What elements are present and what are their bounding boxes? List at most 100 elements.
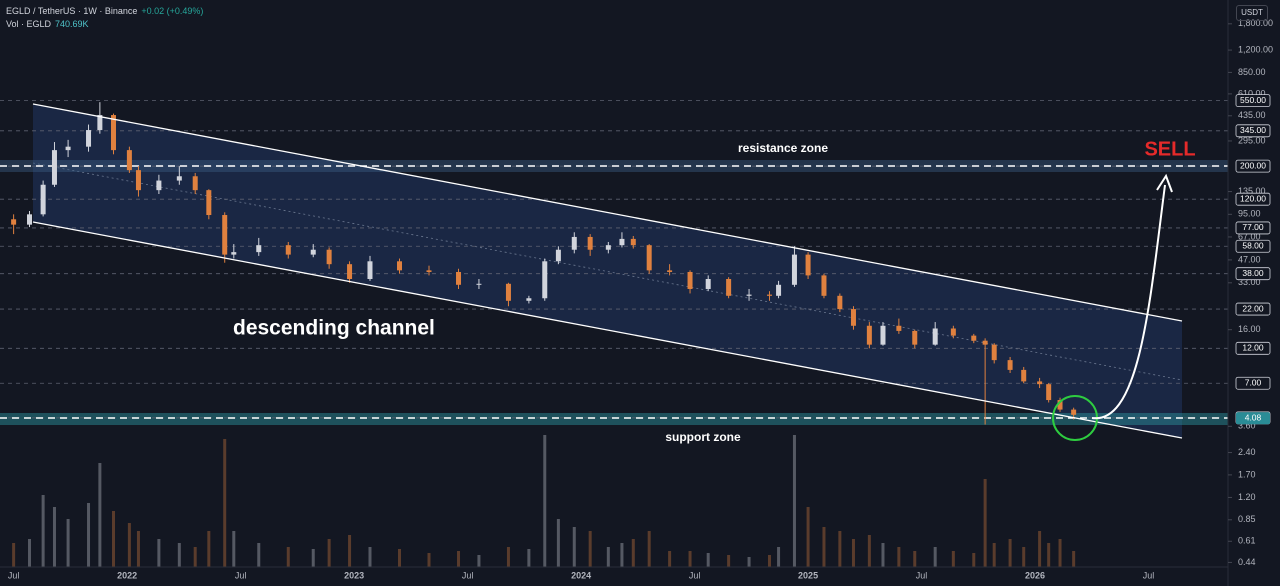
candle-body bbox=[27, 214, 33, 225]
volume-bar bbox=[806, 507, 810, 567]
candle-body bbox=[866, 325, 872, 345]
candle-body bbox=[991, 344, 997, 361]
channel-upper bbox=[32, 103, 1183, 322]
candle-body bbox=[476, 283, 482, 285]
volume-bar bbox=[1022, 547, 1026, 567]
volume-bar bbox=[913, 551, 917, 567]
y-tick-label: 1,800.00 bbox=[1238, 18, 1273, 28]
volume-bar bbox=[397, 549, 401, 567]
volume-bar bbox=[1038, 531, 1042, 567]
volume-bar bbox=[897, 547, 901, 567]
candle-body bbox=[110, 115, 116, 151]
y-tick-label: 295.00 bbox=[1238, 135, 1266, 145]
projection-arrow bbox=[1091, 184, 1166, 420]
volume-bar bbox=[177, 543, 181, 567]
candle-body bbox=[571, 236, 577, 250]
volume-bar bbox=[822, 527, 826, 567]
arrow-head bbox=[1156, 173, 1173, 193]
candle-body bbox=[222, 215, 228, 255]
volume-bar bbox=[87, 503, 91, 567]
candle-body bbox=[746, 294, 752, 296]
candle-body bbox=[206, 190, 212, 216]
candle-body bbox=[982, 340, 988, 345]
volume-bar bbox=[572, 527, 576, 567]
candle-body bbox=[86, 130, 92, 147]
level-box bbox=[1235, 341, 1271, 355]
candle-body bbox=[805, 254, 811, 276]
volume-bar bbox=[257, 543, 261, 567]
volume-bar bbox=[838, 531, 842, 567]
y-tick-label: 67.00 bbox=[1238, 231, 1261, 241]
symbol-line: EGLD / TetherUS · 1W · Binance +0.02 (+0.… bbox=[6, 6, 207, 16]
candle-body bbox=[776, 284, 782, 296]
candle-body bbox=[1071, 409, 1077, 415]
level-label: 58.00 bbox=[1242, 241, 1264, 251]
level-box bbox=[1235, 267, 1271, 281]
candle-body bbox=[135, 170, 141, 191]
volume-bar bbox=[727, 555, 731, 567]
volume-bar bbox=[157, 539, 161, 567]
volume-bar bbox=[311, 549, 315, 567]
volume-line: Vol · EGLD 740.69K bbox=[6, 19, 93, 29]
y-tick-label: 1.70 bbox=[1238, 469, 1256, 479]
volume-bar bbox=[933, 547, 937, 567]
volume-bar bbox=[543, 435, 547, 567]
level-label: 200.00 bbox=[1240, 160, 1266, 170]
volume-bar bbox=[193, 547, 197, 567]
volume-bar bbox=[66, 519, 70, 567]
candle-body bbox=[505, 283, 511, 301]
candle-body bbox=[285, 245, 291, 255]
x-tick-label: Jul bbox=[8, 570, 20, 580]
candle-body bbox=[176, 176, 182, 181]
volume-bar bbox=[127, 523, 131, 567]
last-price-box bbox=[1236, 412, 1270, 425]
volume-bar bbox=[983, 479, 987, 567]
volume-bar bbox=[427, 553, 431, 567]
currency-button[interactable]: USDT bbox=[1236, 5, 1268, 21]
candle-body bbox=[687, 271, 693, 289]
volume-bar bbox=[588, 531, 592, 567]
volume-bar bbox=[881, 543, 885, 567]
channel-lower bbox=[32, 221, 1183, 439]
y-tick-label: 850.00 bbox=[1238, 67, 1266, 77]
signal-label: SELL bbox=[1144, 138, 1195, 160]
candle-body bbox=[526, 298, 532, 301]
volume-bar bbox=[12, 543, 16, 567]
symbol: EGLD / TetherUS · 1W · Binance bbox=[6, 6, 138, 16]
candle-body bbox=[705, 278, 711, 289]
volume-bar bbox=[232, 531, 236, 567]
candle-body bbox=[837, 295, 843, 310]
y-tick-label: 33.00 bbox=[1238, 277, 1261, 287]
x-tick-label: 2026 bbox=[1025, 570, 1045, 580]
volume-bar bbox=[457, 551, 461, 567]
volume-bar bbox=[1058, 539, 1062, 567]
candle-body bbox=[40, 184, 46, 215]
x-tick-label: Jul bbox=[1143, 570, 1155, 580]
volume-bar bbox=[506, 547, 510, 567]
candle-body bbox=[791, 254, 797, 285]
y-tick-label: 47.00 bbox=[1238, 254, 1261, 264]
candle-body bbox=[310, 249, 316, 255]
volume-bar bbox=[647, 531, 651, 567]
volume-bar bbox=[706, 553, 710, 567]
volume-bar bbox=[767, 555, 771, 567]
level-label: 7.00 bbox=[1245, 377, 1262, 387]
candle-body bbox=[667, 270, 673, 272]
candle-body bbox=[456, 271, 462, 285]
volume-bar bbox=[620, 543, 624, 567]
volume-bar bbox=[52, 507, 56, 567]
candle-body bbox=[821, 275, 827, 296]
y-tick-label: 0.85 bbox=[1238, 514, 1256, 524]
level-box bbox=[1235, 376, 1271, 390]
candle-body bbox=[587, 236, 593, 250]
level-box bbox=[1235, 302, 1271, 316]
y-tick-label: 135.00 bbox=[1238, 186, 1266, 196]
candle-body bbox=[1057, 400, 1063, 410]
candle-body bbox=[850, 309, 856, 326]
x-tick-label: Jul bbox=[916, 570, 928, 580]
candle-body bbox=[51, 150, 57, 185]
volume-bar bbox=[631, 539, 635, 567]
y-tick-label: 1,200.00 bbox=[1238, 44, 1273, 54]
candle-body bbox=[1037, 381, 1043, 385]
